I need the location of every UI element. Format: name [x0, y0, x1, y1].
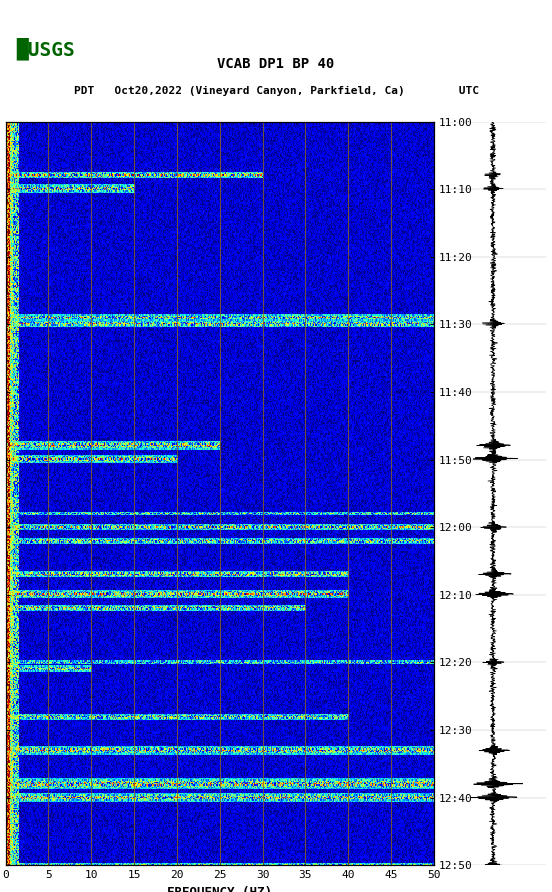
X-axis label: FREQUENCY (HZ): FREQUENCY (HZ) — [167, 886, 272, 892]
Text: PDT   Oct20,2022 (Vineyard Canyon, Parkfield, Ca)        UTC: PDT Oct20,2022 (Vineyard Canyon, Parkfie… — [73, 87, 479, 96]
Text: VCAB DP1 BP 40: VCAB DP1 BP 40 — [217, 56, 335, 70]
Text: █USGS: █USGS — [17, 38, 75, 61]
